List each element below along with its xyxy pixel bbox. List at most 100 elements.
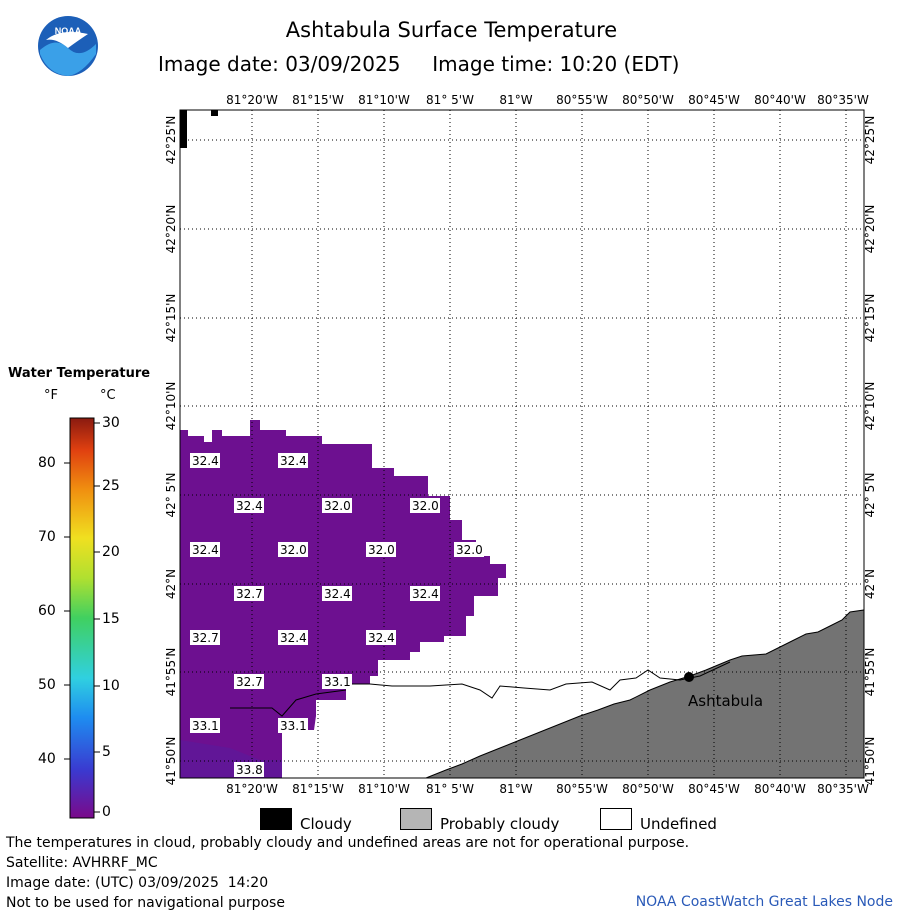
lat-label: 42°25'N (164, 116, 178, 165)
temp-label-box (278, 542, 308, 557)
lat-label: 42°15'N (164, 294, 178, 343)
lat-label: 41°50'N (863, 737, 877, 786)
image-time: Image time: 10:20 (EDT) (432, 52, 680, 76)
temp-label-box (366, 542, 396, 557)
temp-label: 32.0 (324, 499, 351, 513)
temp-label: 32.7 (236, 587, 263, 601)
undefined-label: Undefined (640, 815, 717, 833)
temp-label-box (278, 630, 308, 645)
page-title: Ashtabula Surface Temperature (285, 18, 618, 42)
lon-labels-top: 81°20'W 81°15'W 81°10'W 81° 5'W 81°W 80°… (226, 93, 869, 107)
lat-labels-left: 42°25'N 42°20'N 42°15'N 42°10'N 42° 5'N … (164, 116, 178, 786)
temp-label-box (322, 498, 352, 513)
temp-label: 33.1 (280, 719, 307, 733)
lon-labels-bottom: 81°20'W 81°15'W 81°10'W 81° 5'W 81°W 80°… (226, 782, 869, 796)
lon-label: 81°10'W (358, 782, 410, 796)
map-border (179, 109, 865, 779)
cloudy-swatch (260, 808, 292, 830)
land-area (425, 609, 865, 779)
lat-label: 42°10'N (863, 382, 877, 431)
lat-label: 41°55'N (164, 648, 178, 697)
c-tick: 30 (102, 415, 120, 431)
lon-label: 80°45'W (688, 782, 740, 796)
lat-label: 42° 5'N (863, 473, 877, 518)
temp-label: 32.4 (192, 454, 219, 468)
lat-label: 41°50'N (164, 737, 178, 786)
footer-note: The temperatures in cloud, probably clou… (6, 835, 690, 851)
temp-label: 32.0 (368, 543, 395, 557)
f-tick: 70 (38, 529, 56, 545)
unit-fahrenheit: °F (44, 388, 58, 403)
lon-label: 80°45'W (688, 93, 740, 107)
temp-label-box (278, 453, 308, 468)
temp-label: 32.4 (236, 499, 263, 513)
lat-label: 42°N (863, 569, 877, 599)
f-tick: 80 (38, 455, 56, 471)
probably-cloudy-label: Probably cloudy (440, 815, 560, 833)
temp-label: 32.4 (324, 587, 351, 601)
temp-label: 32.7 (192, 631, 219, 645)
c-tick: 10 (102, 678, 120, 694)
lat-label: 41°55'N (863, 648, 877, 697)
temp-label-box (234, 674, 264, 689)
temp-label-box (322, 586, 352, 601)
lon-label: 80°35'W (817, 782, 869, 796)
lon-label: 81°15'W (292, 782, 344, 796)
temp-label: 32.4 (280, 454, 307, 468)
temp-label-box (234, 762, 264, 777)
temp-label: 32.0 (412, 499, 439, 513)
legend-title: Water Temperature (8, 366, 151, 381)
noaa-logo-icon: NOAA (38, 16, 98, 76)
lat-label: 42° 5'N (164, 473, 178, 518)
temp-label-box (234, 498, 264, 513)
f-tick: 50 (38, 677, 56, 693)
undefined-swatch (600, 808, 632, 830)
temp-label: 33.1 (324, 675, 351, 689)
temp-label: 32.4 (280, 631, 307, 645)
lon-label: 81°20'W (226, 782, 278, 796)
temp-label-box (454, 542, 484, 557)
lon-label: 81°10'W (358, 93, 410, 107)
temp-label-box (190, 630, 220, 645)
temperature-labels: 32.4 32.4 32.4 32.0 32.0 32.4 32.0 32.0 32.0 32.7… (190, 453, 484, 777)
temp-label: 32.0 (456, 543, 483, 557)
f-tick: 40 (38, 751, 56, 767)
cloudy-label: Cloudy (300, 815, 352, 833)
temp-label: 33.1 (192, 719, 219, 733)
temp-label-box (278, 718, 308, 733)
lon-label: 80°55'W (556, 782, 608, 796)
image-date: Image date: 03/09/2025 (158, 52, 401, 76)
temp-label-box (366, 630, 396, 645)
lat-label: 42°N (164, 569, 178, 599)
cloud-area (180, 110, 187, 148)
lon-label: 80°50'W (622, 93, 674, 107)
grid-lines (180, 110, 864, 778)
city-label: Ashtabula (688, 692, 763, 710)
lon-label: 80°40'W (754, 93, 806, 107)
lat-label: 42°25'N (863, 116, 877, 165)
temp-label-box (190, 453, 220, 468)
footer-credit: NOAA CoastWatch Great Lakes Node (635, 894, 893, 910)
lat-label: 42°15'N (863, 294, 877, 343)
lon-label: 80°40'W (754, 782, 806, 796)
shoreline (346, 661, 731, 699)
footer-nav-warning: Not to be used for navigational purpose (6, 895, 285, 911)
footer-satellite: Satellite: AVHRRF_MC (6, 855, 158, 871)
c-tick: 0 (102, 804, 111, 820)
lat-label: 42°20'N (164, 205, 178, 254)
temp-label: 32.4 (412, 587, 439, 601)
temp-label: 33.8 (236, 763, 263, 777)
temp-label-box (234, 586, 264, 601)
lon-label: 81°20'W (226, 93, 278, 107)
temp-label-box (322, 674, 352, 689)
city-marker-icon (684, 672, 694, 682)
temp-label: 32.4 (192, 543, 219, 557)
temp-label: 32.7 (236, 675, 263, 689)
lon-label: 80°35'W (817, 93, 869, 107)
lat-label: 42°10'N (164, 382, 178, 431)
lon-label: 81°W (499, 93, 532, 107)
lon-label: 80°50'W (622, 782, 674, 796)
lon-label: 81° 5'W (426, 782, 474, 796)
f-tick: 60 (38, 603, 56, 619)
